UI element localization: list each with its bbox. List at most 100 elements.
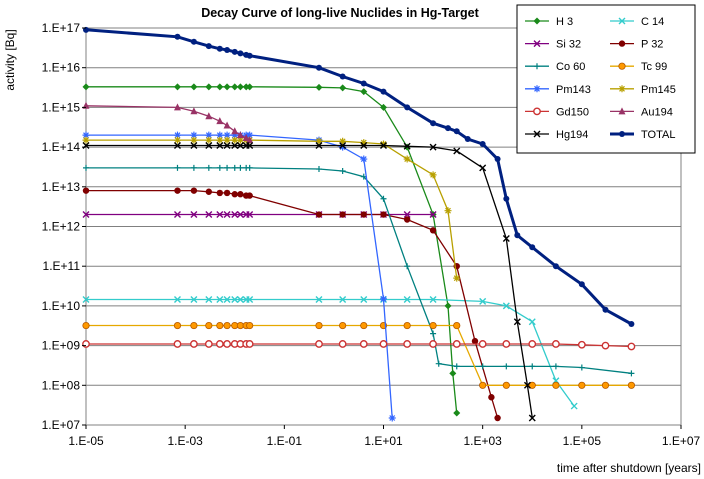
- point-co60: [339, 168, 346, 175]
- point-h3: [223, 83, 231, 91]
- legend-label-co60: Co 60: [556, 61, 585, 73]
- point-total: [430, 120, 437, 127]
- point-co60: [503, 363, 510, 370]
- x-axis-label: time after shutdown [years]: [557, 461, 701, 475]
- legend-label-gd150: Gd150: [556, 106, 589, 118]
- point-c14: [173, 295, 181, 303]
- point-total: [578, 281, 585, 288]
- point-tc99: [479, 381, 487, 389]
- point-co60: [628, 370, 635, 377]
- series-co60: [83, 164, 635, 377]
- point-co60: [190, 164, 197, 171]
- point-h3: [360, 88, 368, 96]
- point-pm143: [82, 131, 90, 139]
- point-gd150: [204, 340, 213, 348]
- point-gd150: [403, 340, 412, 348]
- series-layer: [82, 26, 636, 422]
- point-hg194: [380, 141, 387, 149]
- point-p32: [488, 394, 495, 401]
- y-tick-label: 1.E+08: [42, 378, 81, 392]
- point-tc99: [453, 321, 461, 330]
- point-total: [494, 156, 501, 163]
- point-p32: [246, 192, 253, 199]
- point-total: [453, 128, 460, 135]
- point-p32: [174, 187, 181, 194]
- y-tick-label: 1.E+11: [43, 259, 81, 273]
- point-pm145: [315, 137, 323, 145]
- point-p32: [360, 211, 367, 218]
- point-h3: [449, 369, 457, 377]
- point-pm143: [223, 131, 231, 139]
- x-tick-label: 1.E-03: [167, 434, 203, 448]
- point-gd150: [215, 340, 224, 348]
- point-tc99: [82, 321, 90, 330]
- tick-layer: 1.E+07 1.E+08 1.E+09 1.E+10 1.E+11 1.E+12 1.E+…: [42, 21, 701, 448]
- legend-marker-h3: [533, 17, 541, 25]
- point-si32: [173, 211, 181, 219]
- point-h3: [444, 302, 452, 310]
- point-p32: [494, 414, 501, 422]
- point-tc99: [246, 321, 254, 330]
- point-pm145: [82, 136, 90, 144]
- point-gd150: [223, 340, 231, 348]
- legend-label-au194: Au194: [641, 106, 673, 118]
- point-total: [479, 140, 486, 147]
- point-hg194: [339, 141, 347, 149]
- point-c14: [528, 318, 536, 326]
- y-tick-label: 1.E+07: [42, 418, 81, 432]
- point-tc99: [578, 381, 586, 389]
- point-si32: [205, 211, 213, 219]
- point-total: [380, 88, 387, 95]
- point-p32: [315, 211, 323, 218]
- point-gd150: [528, 340, 537, 348]
- point-gd150: [189, 340, 198, 348]
- point-pm143: [190, 131, 198, 139]
- point-gd150: [601, 341, 610, 350]
- point-hg194: [216, 141, 224, 149]
- point-hg194: [528, 414, 536, 422]
- legend-label-pm145: Pm145: [641, 84, 676, 96]
- legend-marker-si32: [533, 40, 541, 48]
- point-co60: [380, 195, 387, 202]
- point-total: [503, 195, 510, 202]
- point-h3: [205, 83, 213, 91]
- point-c14: [479, 297, 487, 305]
- point-tc99: [502, 381, 510, 389]
- point-co60: [83, 164, 89, 171]
- legend-marker-hg194: [533, 130, 541, 138]
- legend-marker-co60: [534, 63, 540, 70]
- point-pm143: [231, 131, 239, 139]
- point-co60: [578, 364, 585, 371]
- y-tick-label: 1.E+17: [42, 21, 81, 35]
- point-co60: [430, 330, 437, 337]
- point-pm143: [216, 131, 224, 139]
- legend-label-pm143: Pm143: [556, 84, 591, 96]
- point-tc99: [627, 381, 636, 389]
- point-gd150: [627, 342, 636, 351]
- point-tc99: [601, 381, 610, 389]
- point-au194: [216, 117, 224, 125]
- point-hg194: [403, 142, 411, 150]
- point-co60: [246, 164, 253, 171]
- point-gd150: [478, 340, 487, 348]
- point-si32: [236, 211, 244, 219]
- point-pm145: [429, 171, 437, 179]
- point-au194: [236, 131, 244, 139]
- point-gd150: [429, 340, 437, 348]
- y-tick-label: 1.E+16: [42, 61, 81, 75]
- series-total: [83, 26, 635, 328]
- point-total: [529, 244, 536, 251]
- point-p32: [231, 191, 238, 198]
- point-total: [237, 50, 244, 57]
- point-pm145: [339, 137, 347, 145]
- legend-marker-gd150: [533, 107, 541, 116]
- point-c14: [502, 302, 510, 310]
- point-hg194: [236, 141, 244, 149]
- point-au194: [231, 127, 239, 135]
- series-p32: [82, 187, 501, 422]
- series-line-hg194: [86, 144, 533, 419]
- chart-title: Decay Curve of long-live Nuclides in Hg-…: [201, 6, 479, 20]
- point-c14: [205, 295, 213, 303]
- point-tc99: [315, 321, 323, 330]
